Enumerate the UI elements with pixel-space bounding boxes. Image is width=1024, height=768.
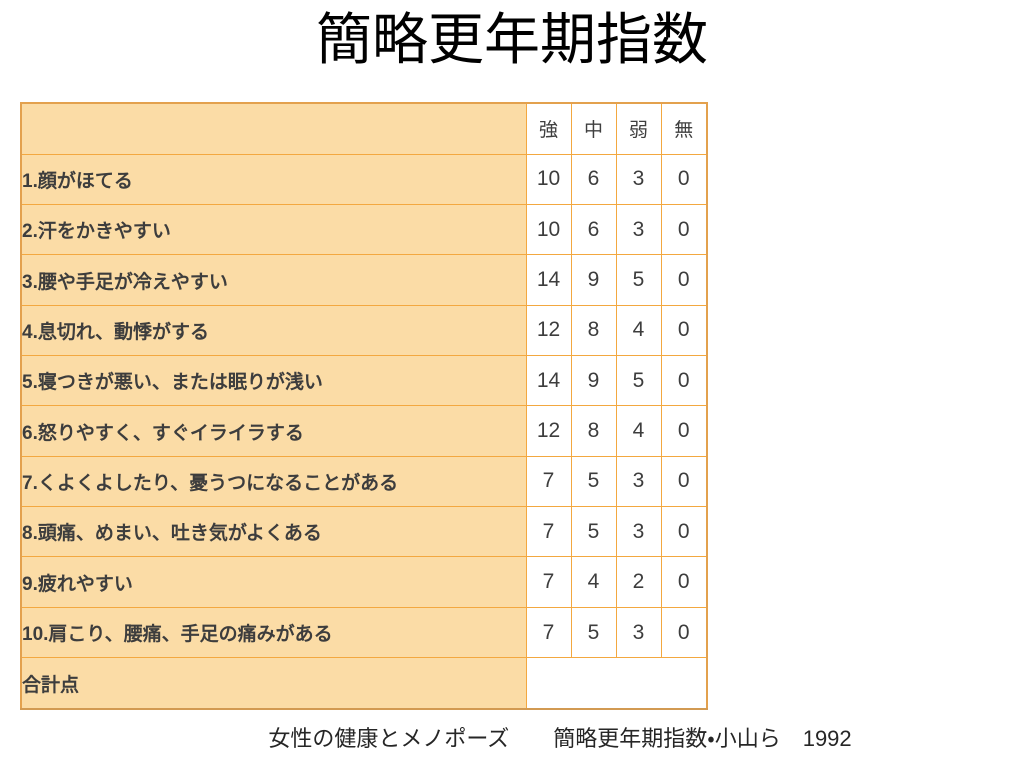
score-cell: 3	[615, 606, 662, 659]
score-cell: 5	[570, 606, 617, 659]
table-row: 7.くよくよしたり、憂うつになることがある 7 5 3 0	[20, 455, 708, 508]
symptom-label: 10.肩こり、腰痛、手足の痛みがある	[20, 606, 527, 659]
score-cell: 9	[570, 254, 617, 306]
score-cell: 4	[615, 304, 662, 357]
symptom-label: 7.くよくよしたり、憂うつになることがある	[20, 455, 527, 508]
score-cell: 4	[615, 405, 662, 457]
score-cell: 9	[570, 355, 617, 407]
total-value-cell	[525, 657, 708, 711]
score-cell: 8	[570, 405, 617, 457]
symptom-label: 6.怒りやすく、すぐイライラする	[20, 405, 527, 457]
header-row: 強 中 弱 無	[20, 102, 708, 155]
total-label: 合計点	[20, 657, 527, 711]
symptom-label: 9.疲れやすい	[20, 556, 527, 608]
symptom-label: 8.頭痛、めまい、吐き気がよくある	[20, 506, 527, 558]
score-cell: 14	[525, 355, 572, 407]
score-cell: 0	[660, 254, 708, 306]
score-cell: 0	[660, 455, 708, 508]
corner-cell	[20, 102, 527, 155]
score-cell: 7	[525, 506, 572, 558]
score-cell: 3	[615, 204, 662, 256]
score-cell: 2	[615, 556, 662, 608]
score-cell: 0	[660, 405, 708, 457]
score-cell: 5	[570, 506, 617, 558]
score-cell: 12	[525, 304, 572, 357]
col-header-medium: 中	[570, 102, 617, 155]
table-row: 10.肩こり、腰痛、手足の痛みがある 7 5 3 0	[20, 606, 708, 659]
score-cell: 6	[570, 204, 617, 256]
score-cell: 14	[525, 254, 572, 306]
score-cell: 4	[570, 556, 617, 608]
score-cell: 7	[525, 606, 572, 659]
score-cell: 5	[615, 254, 662, 306]
col-header-weak: 弱	[615, 102, 662, 155]
score-cell: 12	[525, 405, 572, 457]
table-row: 3.腰や手足が冷えやすい 14 9 5 0	[20, 254, 708, 306]
symptom-label: 2.汗をかきやすい	[20, 204, 527, 256]
symptom-score-table: 強 中 弱 無 1.顔がほてる 10 6 3 0 2.汗をかきやすい 10 6 …	[20, 102, 708, 711]
score-cell: 7	[525, 556, 572, 608]
table-row: 4.息切れ、動悸がする 12 8 4 0	[20, 304, 708, 357]
score-cell: 0	[660, 556, 708, 608]
score-cell: 3	[615, 153, 662, 206]
col-header-strong: 強	[525, 102, 572, 155]
table-row: 5.寝つきが悪い、または眠りが浅い 14 9 5 0	[20, 355, 708, 407]
score-cell: 5	[615, 355, 662, 407]
score-cell: 3	[615, 506, 662, 558]
score-cell: 7	[525, 455, 572, 508]
table-row: 9.疲れやすい 7 4 2 0	[20, 556, 708, 608]
table-row: 8.頭痛、めまい、吐き気がよくある 7 5 3 0	[20, 506, 708, 558]
score-cell: 10	[525, 204, 572, 256]
score-cell: 0	[660, 506, 708, 558]
score-cell: 0	[660, 304, 708, 357]
score-cell: 5	[570, 455, 617, 508]
col-header-none: 無	[660, 102, 708, 155]
score-cell: 0	[660, 153, 708, 206]
symptom-label: 3.腰や手足が冷えやすい	[20, 254, 527, 306]
score-cell: 10	[525, 153, 572, 206]
source-caption: 女性の健康とメノポーズ 簡略更年期指数・小山ら 1992	[268, 726, 852, 751]
symptom-label: 4.息切れ、動悸がする	[20, 304, 527, 357]
total-row: 合計点	[20, 657, 708, 711]
score-cell: 0	[660, 355, 708, 407]
table-row: 6.怒りやすく、すぐイライラする 12 8 4 0	[20, 405, 708, 457]
table-row: 2.汗をかきやすい 10 6 3 0	[20, 204, 708, 256]
symptom-label: 1.顔がほてる	[20, 153, 527, 206]
score-cell: 6	[570, 153, 617, 206]
score-cell: 0	[660, 606, 708, 659]
score-cell: 8	[570, 304, 617, 357]
page-title: 簡略更年期指数	[316, 8, 708, 71]
score-cell: 0	[660, 204, 708, 256]
score-cell: 3	[615, 455, 662, 508]
table-row: 1.顔がほてる 10 6 3 0	[20, 153, 708, 206]
symptom-label: 5.寝つきが悪い、または眠りが浅い	[20, 355, 527, 407]
